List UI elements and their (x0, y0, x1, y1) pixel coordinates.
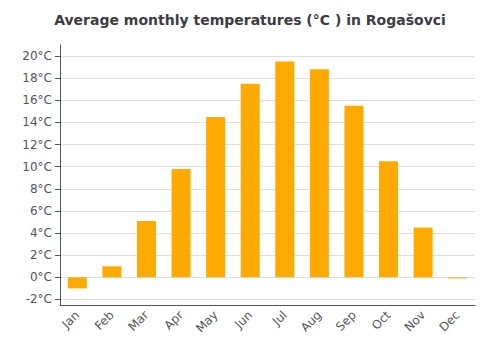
svg-text:-2°C: -2°C (26, 292, 52, 306)
svg-text:Average monthly temperatures (: Average monthly temperatures (°C ) in Ro… (54, 12, 446, 28)
svg-text:Sep: Sep (333, 308, 359, 334)
svg-text:10°C: 10°C (22, 160, 52, 174)
svg-text:Apr: Apr (161, 308, 186, 333)
svg-text:20°C: 20°C (22, 49, 52, 63)
svg-text:Jan: Jan (59, 308, 83, 332)
svg-text:16°C: 16°C (22, 93, 52, 107)
svg-text:0°C: 0°C (30, 270, 52, 284)
svg-text:14°C: 14°C (22, 115, 52, 129)
svg-text:Oct: Oct (369, 308, 394, 333)
svg-text:Aug: Aug (298, 308, 324, 334)
svg-text:18°C: 18°C (22, 71, 52, 85)
svg-text:Feb: Feb (92, 308, 117, 333)
svg-text:Jul: Jul (269, 308, 290, 329)
svg-text:8°C: 8°C (30, 182, 52, 196)
svg-text:12°C: 12°C (22, 138, 52, 152)
svg-text:Jun: Jun (231, 308, 255, 332)
svg-text:Dec: Dec (436, 308, 462, 334)
svg-text:2°C: 2°C (30, 248, 52, 262)
svg-text:Nov: Nov (402, 308, 428, 334)
svg-text:May: May (193, 308, 220, 335)
svg-text:6°C: 6°C (30, 204, 52, 218)
svg-text:Mar: Mar (126, 308, 152, 334)
svg-text:4°C: 4°C (30, 226, 52, 240)
